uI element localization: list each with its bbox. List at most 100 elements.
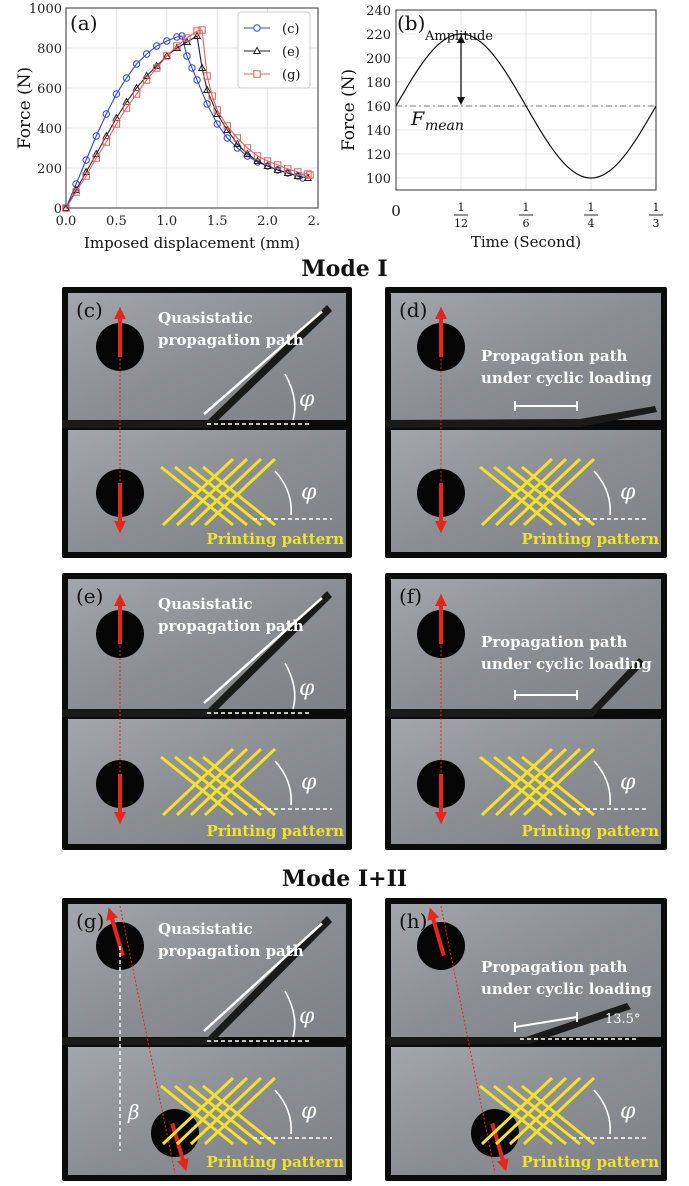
- phi-symbol-pattern: φ: [620, 480, 636, 505]
- data-point: [233, 139, 242, 147]
- pattern-line: [479, 1084, 553, 1146]
- x-tick-denominator: 12: [454, 217, 468, 230]
- x-tick-label: 0.0: [56, 214, 77, 229]
- y-axis-label: Force (N): [15, 67, 35, 149]
- data-point: [253, 152, 262, 160]
- path-title-line1: Quasistatic: [158, 309, 253, 327]
- printing-pattern-label: Printing pattern: [522, 1153, 660, 1171]
- data-point: [82, 156, 90, 164]
- legend-marker: [253, 70, 261, 78]
- pattern-line: [480, 457, 554, 527]
- y-tick-label: 140: [366, 124, 391, 139]
- load-arrow-upper: [109, 914, 125, 957]
- photo-panel-c: (c) Quasistatic propagation path φ φ Printing…: [62, 287, 352, 558]
- panel-label: (c): [76, 298, 103, 322]
- data-point: [203, 100, 211, 108]
- legend-label: (e): [282, 45, 300, 60]
- pattern-line: [188, 465, 262, 527]
- phi-symbol-pattern: φ: [301, 480, 317, 505]
- data-point: [193, 27, 201, 35]
- amplitude-arrow-head-top: [457, 35, 465, 43]
- x-axis-label: Imposed displacement (mm): [84, 234, 300, 252]
- y-tick-label: 220: [366, 28, 391, 43]
- data-point: [233, 144, 242, 152]
- pattern-line: [479, 755, 553, 817]
- path-length-marker: [203, 596, 323, 704]
- pattern-line: [508, 747, 582, 817]
- pattern-line: [160, 755, 234, 817]
- phi-symbol-upper: φ: [299, 1004, 315, 1029]
- load-arrow-upper: [430, 914, 446, 957]
- data-point: [122, 74, 131, 82]
- legend-label: (c): [282, 22, 299, 37]
- data-point: [193, 76, 201, 84]
- pattern-line: [174, 465, 248, 527]
- x-tick-label: 1.0: [156, 214, 177, 229]
- pattern-line: [188, 755, 262, 817]
- legend-marker: [252, 46, 262, 54]
- pattern-line: [202, 465, 276, 527]
- pattern-line: [480, 747, 554, 817]
- pattern-line: [521, 1084, 595, 1146]
- data-point: [82, 172, 90, 180]
- pattern-line: [175, 747, 249, 817]
- panel-label: (e): [76, 584, 103, 608]
- crack-path: [385, 658, 645, 717]
- path-title-line1: Quasistatic: [158, 920, 253, 938]
- amplitude-label: Amplitude: [424, 29, 493, 44]
- pattern-line: [521, 755, 595, 817]
- data-point: [273, 161, 282, 169]
- data-point: [132, 90, 141, 98]
- data-point: [202, 85, 212, 93]
- load-arrow-upper-head: [106, 907, 118, 921]
- data-point: [61, 203, 71, 211]
- panel-label: (f): [399, 584, 422, 608]
- mean-force-subscript: mean: [425, 118, 464, 134]
- data-point: [198, 26, 206, 34]
- crack-path: [385, 406, 657, 428]
- pattern-line: [189, 1076, 263, 1146]
- specimen-photo: (c) Quasistatic propagation path φ φ Printing…: [62, 287, 352, 558]
- x-tick-numerator: 1: [653, 201, 660, 214]
- x-tick-label: 2.0: [257, 214, 278, 229]
- data-point: [62, 204, 70, 212]
- y-tick-label: 120: [366, 148, 391, 163]
- data-point: [243, 149, 252, 157]
- data-point: [213, 106, 221, 114]
- path-title-line2: propagation path: [158, 617, 304, 635]
- data-point: [223, 122, 231, 130]
- y-tick-label: 800: [37, 42, 62, 57]
- pattern-line: [493, 755, 567, 817]
- data-point: [273, 165, 282, 173]
- load-arrow-upper-head: [435, 594, 447, 606]
- crack-path: [385, 1003, 631, 1045]
- data-point: [306, 171, 314, 179]
- series-line-2: [65, 29, 311, 209]
- mode-i-title: Mode I: [301, 256, 388, 282]
- load-arrow-lower-head: [114, 521, 126, 533]
- pattern-line: [494, 1076, 568, 1146]
- pattern-angle-arc: [274, 760, 292, 806]
- data-point: [192, 31, 202, 39]
- pattern-line: [479, 465, 553, 527]
- data-point: [102, 138, 111, 146]
- load-arrow-upper-head: [435, 307, 447, 319]
- data-point: [263, 161, 272, 169]
- pattern-line: [188, 1084, 262, 1146]
- load-arrow-upper-head: [114, 594, 126, 606]
- panel-label: (g): [76, 909, 104, 933]
- angle-arc: [284, 662, 296, 710]
- amplitude-arrow-head-bottom: [457, 97, 465, 105]
- specimen-photo: (g) Quasistatic propagation path φ φ Printing…: [62, 898, 352, 1181]
- path-title-line1: Propagation path: [481, 633, 627, 651]
- phi-symbol-upper: φ: [299, 387, 315, 412]
- pattern-line: [175, 457, 249, 527]
- load-arrow-upper-head: [427, 907, 439, 921]
- printing-pattern-label: Printing pattern: [522, 530, 660, 548]
- pattern-line: [160, 465, 234, 527]
- data-point: [153, 42, 161, 50]
- data-point: [294, 168, 302, 176]
- pattern-line: [494, 747, 568, 817]
- data-point: [112, 90, 121, 98]
- data-point: [142, 50, 151, 58]
